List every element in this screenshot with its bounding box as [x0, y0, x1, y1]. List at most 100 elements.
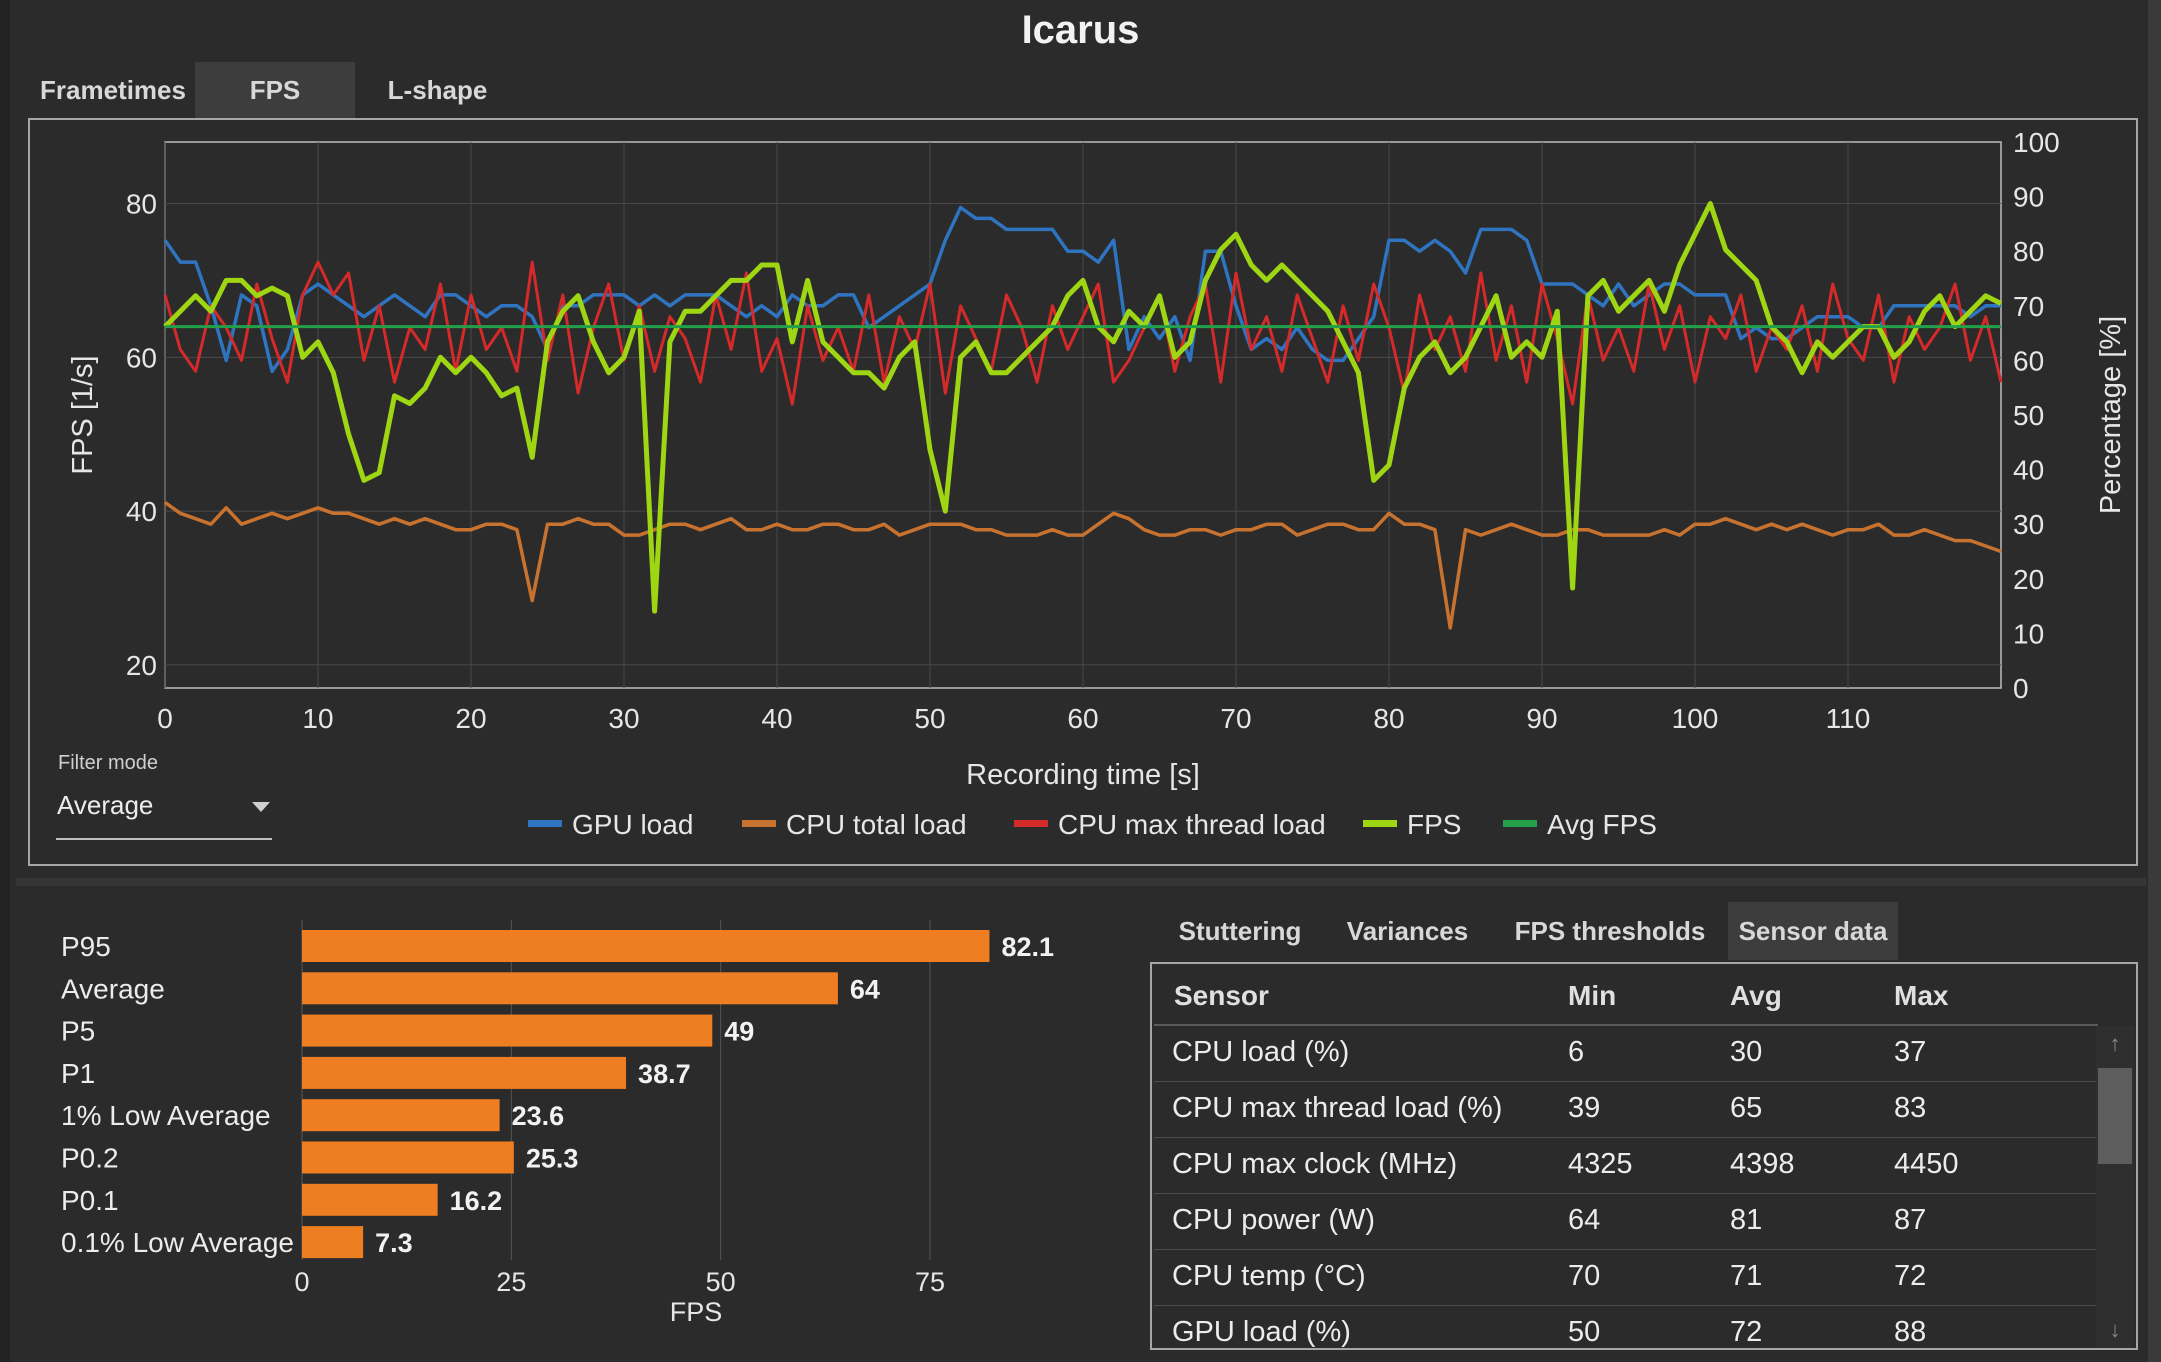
y2-tick-label: 70: [2013, 291, 2044, 322]
row-divider: [1154, 1305, 2096, 1306]
filter-mode-label: Filter mode: [58, 752, 159, 774]
avg-cell: 71: [1730, 1260, 1763, 1292]
scrollbar-thumb[interactable]: [2098, 1068, 2132, 1164]
max-cell: 87: [1894, 1204, 1927, 1236]
table-row[interactable]: GPU load (%) 50 72 88: [1152, 1306, 2096, 1348]
sensor-name-cell: CPU load (%): [1172, 1036, 1350, 1068]
bar-category-label: P95: [61, 931, 111, 962]
column-header-max[interactable]: Max: [1894, 980, 1949, 1011]
y2-tick-label: 10: [2013, 618, 2044, 649]
sensor-name-cell: GPU load (%): [1172, 1316, 1351, 1348]
y2-tick-label: 0: [2013, 673, 2029, 704]
arrow-up-icon[interactable]: ↑: [2109, 1031, 2121, 1056]
y2-axis-label: Percentage [%]: [2095, 316, 2127, 514]
bar-category-label: P1: [61, 1058, 95, 1089]
row-divider: [1154, 1249, 2096, 1250]
x-tick-label: 70: [1220, 703, 1251, 734]
tab-sensor-data[interactable]: Sensor data: [1728, 902, 1898, 960]
avg-cell: 81: [1730, 1204, 1763, 1236]
fps-chart-panel: [28, 118, 2138, 866]
y-tick-label: 40: [126, 496, 157, 527]
fps-statistics-bar-chart: 0 25 50 75 FPS P95 82.1 Average 64 P5 49 P1 38.7 1% L…: [61, 920, 1054, 1327]
series-line-cpu-total-load: [163, 500, 2002, 630]
x-tick-label: 60: [1067, 703, 1098, 734]
table-row[interactable]: CPU temp (°C) 70 71 72: [1152, 1250, 2096, 1306]
tab-variances[interactable]: Variances: [1346, 916, 1469, 946]
bar-category-label: Average: [61, 973, 165, 1004]
x-tick-label: 0: [157, 703, 173, 734]
x-tick-label: 50: [706, 1267, 736, 1297]
legend-label: CPU max thread load: [1058, 809, 1326, 840]
max-cell: 88: [1894, 1316, 1927, 1348]
bar: [302, 1056, 627, 1089]
max-cell: 72: [1894, 1260, 1927, 1292]
x-tick-label: 100: [1672, 703, 1719, 734]
table-row[interactable]: CPU max thread load (%) 39 65 83: [1152, 1082, 2096, 1138]
y2-tick-label: 30: [2013, 509, 2044, 540]
x-tick-label: 80: [1373, 703, 1404, 734]
legend-swatch: [1014, 820, 1048, 827]
x-tick-label: 20: [455, 703, 486, 734]
bar-category-label: 0.1% Low Average: [61, 1227, 294, 1258]
min-cell: 6: [1568, 1036, 1585, 1068]
legend-swatch: [528, 820, 562, 827]
table-row[interactable]: CPU max clock (MHz) 4325 4398 4450: [1152, 1138, 2096, 1194]
bar: [302, 1099, 500, 1132]
arrow-down-icon[interactable]: ↓: [2109, 1317, 2121, 1342]
x-tick-label: 25: [496, 1267, 526, 1297]
y-tick-label: 80: [126, 189, 157, 220]
legend-label: GPU load: [572, 809, 693, 840]
bar-category-label: P0.2: [61, 1143, 119, 1174]
tab-frametimes[interactable]: Frametimes: [40, 75, 186, 105]
bar-value-label: 38.7: [638, 1059, 691, 1089]
tab-fps[interactable]: FPS: [195, 62, 355, 118]
window-left-edge: [0, 0, 10, 1362]
column-header-sensor[interactable]: Sensor: [1174, 980, 1269, 1011]
sensor-data-table: Sensor Min Avg Max CPU load (%) 6 30 37 …: [1150, 962, 2138, 1350]
table-scrollbar[interactable]: ↑ ↓: [2096, 1026, 2134, 1348]
x-tick-label: 75: [915, 1267, 945, 1297]
bar-category-label: P5: [61, 1016, 95, 1047]
legend-label: CPU total load: [786, 809, 967, 840]
table-row[interactable]: CPU power (W) 64 81 87: [1152, 1194, 2096, 1250]
bar-value-label: 82.1: [1001, 932, 1054, 962]
filter-mode-dropdown[interactable]: Average: [56, 784, 272, 840]
x-axis-label: Recording time [s]: [966, 759, 1200, 791]
bar-value-label: 25.3: [526, 1144, 579, 1174]
min-cell: 4325: [1568, 1148, 1633, 1180]
avg-cell: 30: [1730, 1036, 1763, 1068]
x-tick-label: 0: [294, 1267, 309, 1297]
row-divider: [1154, 1193, 2096, 1194]
row-divider: [1154, 1137, 2096, 1138]
bar: [302, 1226, 364, 1259]
column-header-avg[interactable]: Avg: [1730, 980, 1782, 1011]
bar: [302, 1014, 713, 1047]
bar-category-label: 1% Low Average: [61, 1100, 271, 1131]
filter-mode-value: Average: [57, 790, 154, 820]
avg-cell: 65: [1730, 1092, 1763, 1124]
x-tick-label: 110: [1826, 703, 1871, 734]
series-line-gpu-load: [163, 205, 2001, 374]
y2-tick-label: 20: [2013, 564, 2044, 595]
tab-fps-thresholds[interactable]: FPS thresholds: [1514, 916, 1706, 946]
legend-swatch: [742, 820, 776, 827]
column-header-min[interactable]: Min: [1568, 980, 1617, 1011]
tab-l-shape[interactable]: L-shape: [387, 75, 488, 105]
min-cell: 70: [1568, 1260, 1601, 1292]
table-row[interactable]: CPU load (%) 6 30 37: [1152, 1026, 2096, 1082]
y2-tick-label: 40: [2013, 455, 2044, 486]
bar-value-label: 7.3: [375, 1228, 413, 1258]
x-axis-label: FPS: [670, 1297, 723, 1327]
y2-tick-label: 90: [2013, 182, 2044, 213]
min-cell: 64: [1568, 1204, 1601, 1236]
avg-cell: 72: [1730, 1316, 1763, 1348]
bar-category-label: P0.1: [61, 1185, 119, 1216]
bar: [302, 972, 838, 1005]
sensor-name-cell: CPU temp (°C): [1172, 1260, 1366, 1292]
x-tick-label: 30: [608, 703, 639, 734]
y-tick-label: 60: [126, 342, 157, 373]
series-line-cpu-max-thread-load: [163, 260, 2003, 406]
chevron-down-icon: [252, 802, 270, 812]
bar-value-label: 49: [724, 1017, 754, 1047]
tab-stuttering[interactable]: Stuttering: [1178, 916, 1302, 946]
